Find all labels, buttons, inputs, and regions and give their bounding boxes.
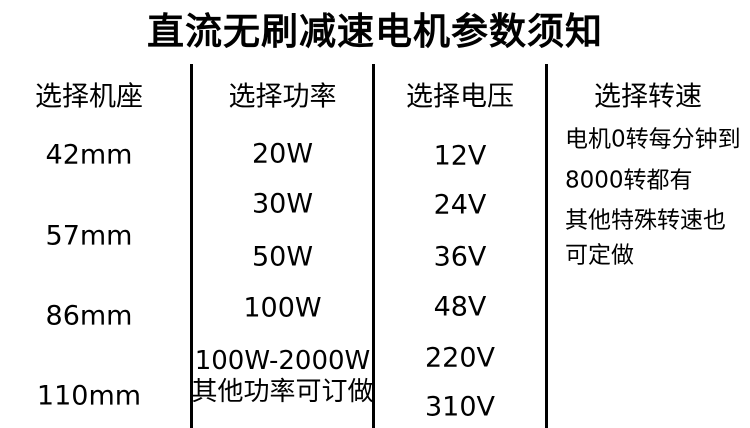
column-header-speed: 选择转速 [594,81,702,113]
power-custom-note: 其他功率可订做 [191,377,374,407]
power-option: 30W [251,188,314,220]
column-header-power: 选择功率 [228,81,337,113]
column-power: 选择功率 20W 30W 50W 100W 100W-2000W 其他功率可订做 [191,64,374,428]
column-speed: 选择转速 电机0转每分钟到 8000转都有 其他特殊转速也 可定做 [546,64,750,428]
frame-size-option: 42mm [45,139,133,171]
frame-size-option: 86mm [45,300,133,332]
column-divider-1 [190,64,193,428]
speed-note-line: 8000转都有 [565,167,693,194]
speed-note-line: 电机0转每分钟到 [565,126,741,153]
column-header-frame: 选择机座 [35,81,143,113]
speed-note-line: 其他特殊转速也 [565,207,726,234]
column-voltage: 选择电压 12V 24V 36V 48V 220V 310V [374,64,546,428]
voltage-option: 48V [433,291,487,323]
page-title: 直流无刷减速电机参数须知 [147,10,603,53]
frame-size-option: 110mm [36,380,142,412]
voltage-option: 220V [424,342,495,374]
power-option: 100W [243,292,322,324]
voltage-option: 310V [424,391,495,423]
column-divider-3 [545,64,548,428]
column-frame-size: 选择机座 42mm 57mm 86mm 110mm [0,64,178,428]
column-header-voltage: 选择电压 [406,81,514,113]
frame-size-option: 57mm [45,220,133,252]
power-option: 50W [251,241,314,273]
voltage-option: 24V [433,189,487,221]
column-divider-2 [372,64,375,428]
speed-note-line: 可定做 [565,242,634,269]
voltage-option: 36V [433,241,487,273]
power-option: 20W [251,138,314,170]
power-option: 100W-2000W [194,346,371,376]
voltage-option: 12V [433,140,487,172]
